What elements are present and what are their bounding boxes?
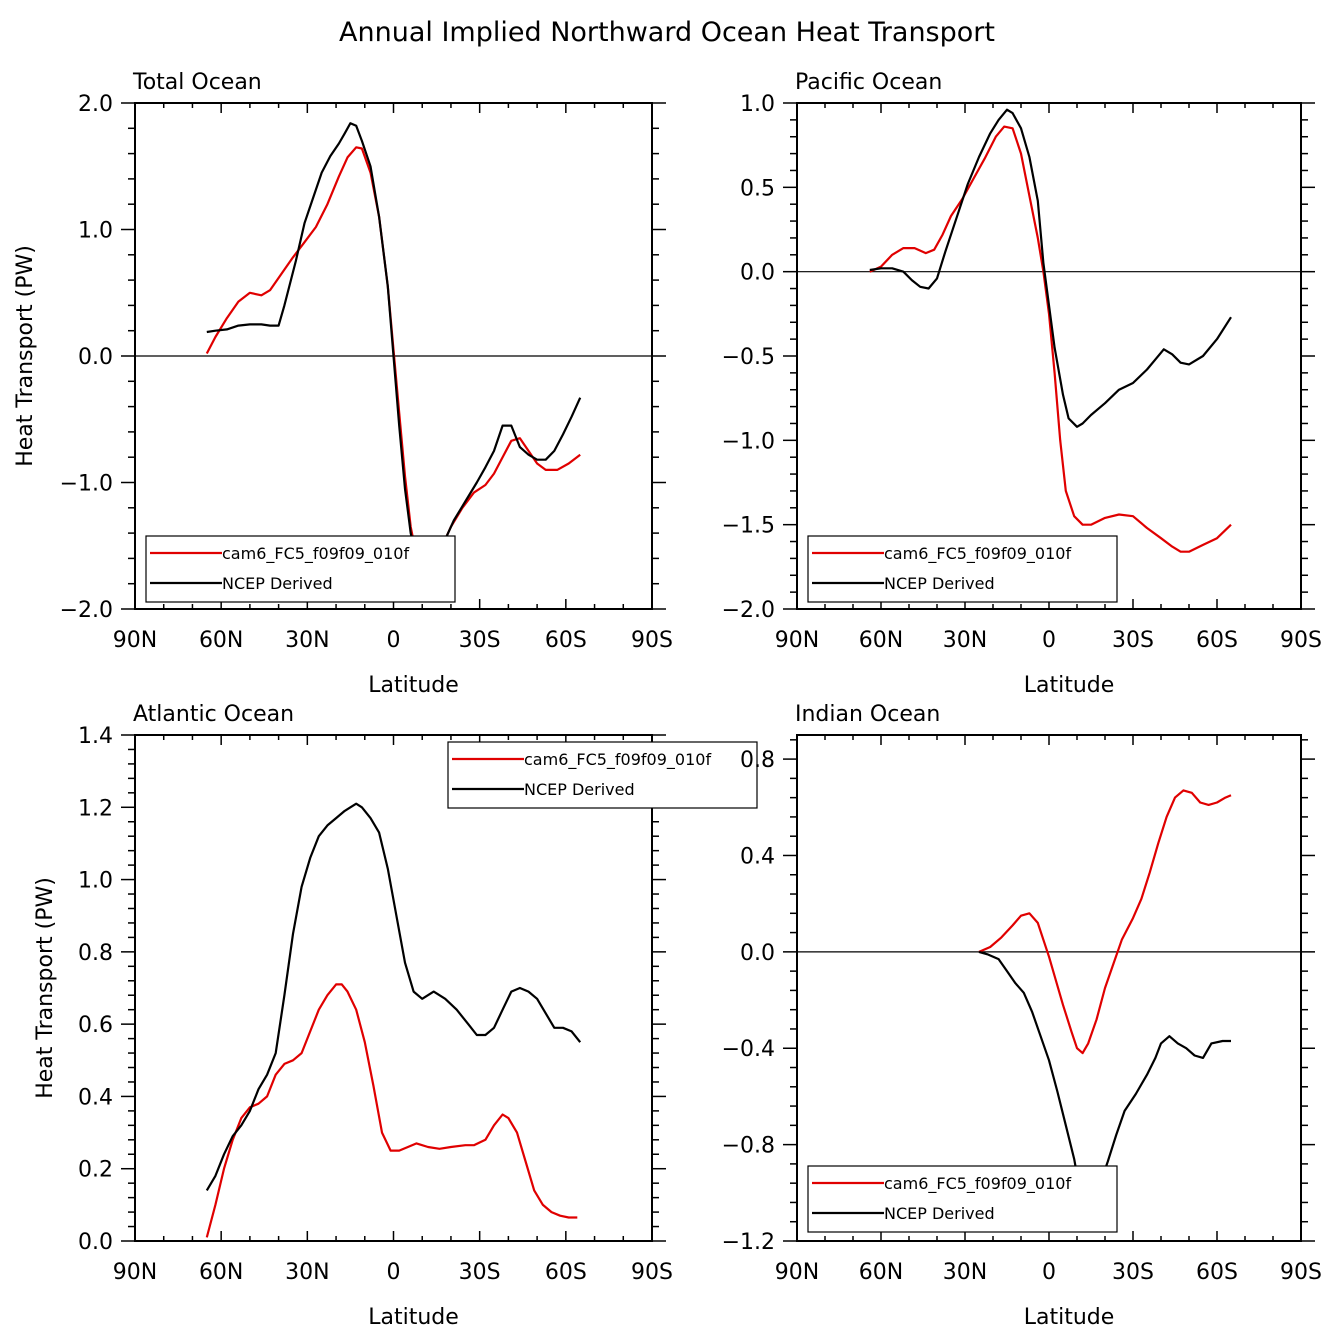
- x-tick-label: 60S: [1196, 1260, 1238, 1285]
- plot-frame: [134, 734, 653, 1242]
- x-tick-label: 60S: [1196, 628, 1238, 653]
- series-line-model: [978, 789, 1232, 1055]
- x-tick-label: 30N: [285, 628, 329, 653]
- x-axis-label: Latitude: [368, 673, 459, 698]
- y-tick-label: 0.2: [78, 1158, 113, 1183]
- legend-entry: NCEP Derived: [524, 780, 635, 799]
- panel-title: Atlantic Ocean: [133, 702, 294, 727]
- x-tick-label: 30S: [1112, 628, 1154, 653]
- y-tick-label: −0.4: [722, 1037, 775, 1062]
- x-tick-label: 60N: [859, 628, 903, 653]
- x-tick-label: 30S: [459, 1260, 501, 1285]
- x-tick-label: 90N: [113, 628, 157, 653]
- y-tick-label: −2.0: [722, 598, 775, 623]
- y-tick-label: 1.4: [78, 724, 113, 749]
- legend-entry: NCEP Derived: [884, 574, 995, 593]
- y-tick-label: 0.0: [740, 261, 775, 286]
- y-tick-label: −1.5: [722, 514, 775, 539]
- y-axis-label: Heat Transport (PW): [13, 245, 38, 467]
- x-tick-label: 30S: [459, 628, 501, 653]
- y-tick-label: 0.5: [740, 176, 775, 201]
- y-tick-label: 1.0: [78, 219, 113, 244]
- x-tick-label: 30N: [285, 1260, 329, 1285]
- panels: Total Ocean 90N 60N 30N 0 30S 60S 90S −2.0 −1.0 0.…: [13, 70, 1322, 1330]
- x-tick-label: 0: [1042, 628, 1056, 653]
- figure-title: Annual Implied Northward Ocean Heat Tran…: [339, 17, 995, 48]
- legend-box: [145, 535, 456, 603]
- x-tick-label: 30N: [943, 628, 987, 653]
- x-axis-label: Latitude: [1024, 673, 1115, 698]
- y-tick-label: 0.0: [78, 345, 113, 370]
- legend-box: [807, 535, 1118, 603]
- legend-box: [807, 1165, 1118, 1233]
- x-tick-label: 60N: [859, 1260, 903, 1285]
- panel-4: Indian Ocean 90N 60N 30N 0 30S 60S 90S −1.2 −0.8 −…: [722, 702, 1322, 1330]
- panel-title: Total Ocean: [132, 70, 262, 95]
- legend: cam6_FC5_f09f09_010f NCEP Derived: [145, 535, 456, 603]
- legend-entry: cam6_FC5_f09f09_010f: [222, 544, 409, 564]
- series-line-ncep: [206, 122, 582, 569]
- y-tick-label: 1.0: [740, 92, 775, 117]
- x-tick-label: 0: [387, 628, 401, 653]
- y-tick-label: 0.0: [78, 1230, 113, 1255]
- x-tick-label: 60S: [545, 1260, 587, 1285]
- plot-frame: [796, 102, 1302, 610]
- series-line-ncep: [205, 802, 582, 1191]
- y-tick-label: −0.5: [722, 345, 775, 370]
- x-axis-label: Latitude: [368, 1305, 459, 1330]
- x-tick-label: 90N: [775, 628, 819, 653]
- x-axis-label: Latitude: [1024, 1305, 1115, 1330]
- series-line-model: [869, 125, 1232, 553]
- x-tick-label: 90S: [631, 628, 673, 653]
- x-tick-label: 90N: [113, 1260, 157, 1285]
- panel-1: Total Ocean 90N 60N 30N 0 30S 60S 90S −2.0 −1.0 0.…: [13, 70, 673, 698]
- panel-2: Pacific Ocean 90N 60N 30N 0 30S 60S 90S −2.0 −1.5…: [722, 70, 1322, 698]
- legend-box: [447, 741, 758, 809]
- series-line-ncep: [869, 108, 1232, 428]
- legend: cam6_FC5_f09f09_010f NCEP Derived: [447, 741, 758, 809]
- y-tick-label: −1.0: [60, 472, 113, 497]
- legend-entry: cam6_FC5_f09f09_010f: [884, 544, 1071, 564]
- x-tick-label: 90S: [1280, 628, 1322, 653]
- y-tick-label: 0.6: [78, 1013, 113, 1038]
- y-axis-label: Heat Transport (PW): [33, 877, 58, 1099]
- panel-3: Atlantic Ocean 90N 60N 30N 0 30S 60S 90S 0.0 0.2 0…: [33, 702, 758, 1330]
- y-tick-label: 0.0: [740, 941, 775, 966]
- series-line-model: [205, 983, 578, 1238]
- legend-entry: cam6_FC5_f09f09_010f: [524, 750, 711, 770]
- legend-entry: cam6_FC5_f09f09_010f: [884, 1174, 1071, 1194]
- y-tick-label: 0.8: [740, 748, 775, 773]
- y-tick-label: 0.8: [78, 941, 113, 966]
- x-tick-label: 0: [387, 1260, 401, 1285]
- x-tick-label: 60S: [545, 628, 587, 653]
- x-tick-label: 60N: [199, 628, 243, 653]
- legend-entry: NCEP Derived: [222, 574, 333, 593]
- plot-frame: [796, 734, 1302, 1242]
- x-tick-label: 0: [1042, 1260, 1056, 1285]
- x-tick-label: 90S: [1280, 1260, 1322, 1285]
- panel-title: Indian Ocean: [795, 702, 940, 727]
- legend-entry: NCEP Derived: [884, 1204, 995, 1223]
- y-tick-label: −1.2: [722, 1230, 775, 1255]
- y-tick-label: −2.0: [60, 598, 113, 623]
- y-tick-label: 0.4: [78, 1085, 113, 1110]
- legend: cam6_FC5_f09f09_010f NCEP Derived: [807, 1165, 1118, 1233]
- x-tick-label: 30N: [943, 1260, 987, 1285]
- y-tick-label: 1.0: [78, 869, 113, 894]
- y-tick-label: 2.0: [78, 92, 113, 117]
- y-tick-label: 1.2: [78, 796, 113, 821]
- y-tick-label: 0.4: [740, 844, 775, 869]
- x-tick-label: 60N: [199, 1260, 243, 1285]
- x-tick-label: 90N: [775, 1260, 819, 1285]
- y-tick-label: −0.8: [722, 1134, 775, 1159]
- x-tick-label: 90S: [631, 1260, 673, 1285]
- y-tick-label: −1.0: [722, 429, 775, 454]
- legend: cam6_FC5_f09f09_010f NCEP Derived: [807, 535, 1118, 603]
- panel-title: Pacific Ocean: [795, 70, 942, 95]
- x-tick-label: 30S: [1112, 1260, 1154, 1285]
